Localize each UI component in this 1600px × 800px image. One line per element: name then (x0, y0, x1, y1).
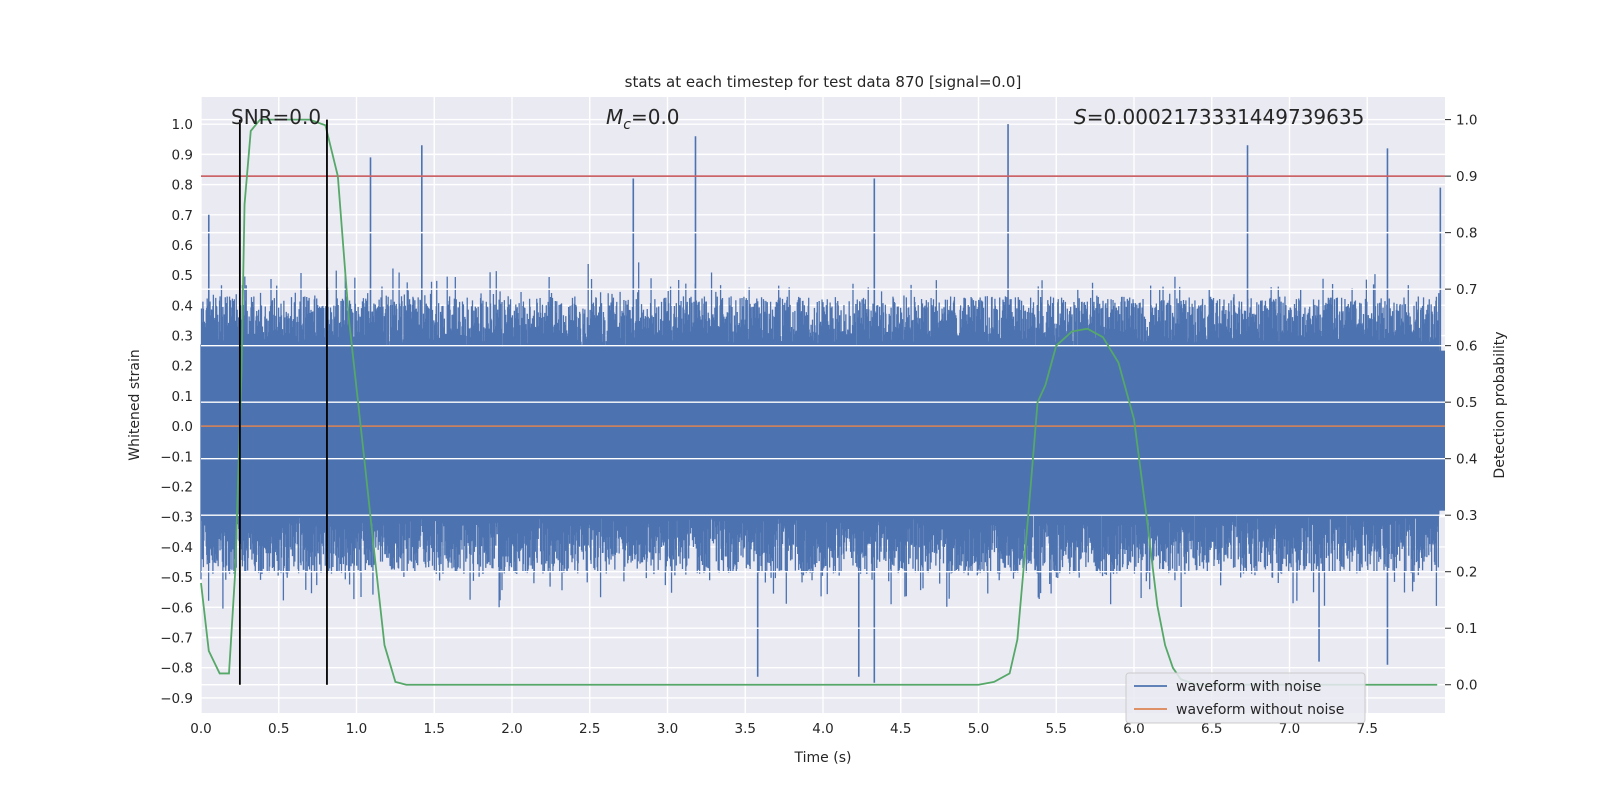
detection-probability-line (200, 118, 1438, 686)
y2-tick-label: 0.8 (1456, 226, 1477, 242)
y-tick-label: 0.1 (172, 389, 193, 405)
x-tick-label: 6.0 (1123, 721, 1144, 737)
chart-title: stats at each timestep for test data 870… (625, 73, 1022, 91)
x-tick-label: 1.0 (346, 721, 367, 737)
y2-tick-label: 0.1 (1456, 621, 1477, 637)
noise-spikes (207, 124, 1442, 683)
x-axis-label: Time (s) (794, 750, 852, 766)
statistic-annotation: S=0.0002173331449739635 (1074, 105, 1364, 129)
legend-label-clean: waveform without noise (1176, 702, 1344, 718)
y-tick-label: −0.1 (160, 449, 193, 465)
marker-lines (238, 119, 328, 685)
y-tick-label: −0.2 (160, 480, 193, 496)
x-tick-label: 6.5 (1201, 721, 1222, 737)
x-tick-label: 4.5 (890, 721, 911, 737)
y-tick-label: 0.8 (172, 178, 193, 194)
y-tick-label: −0.9 (160, 691, 193, 707)
y-tick-label: −0.6 (160, 600, 193, 616)
y-tick-label: 0.5 (172, 268, 193, 284)
y2-tick-label: 0.0 (1456, 678, 1477, 694)
y2-tick-label: 0.3 (1456, 508, 1477, 524)
y2-tick-labels: 1.0 0.9 0.8 0.7 0.6 0.5 0.4 0.3 0.2 0.1 0.0 (1445, 113, 1477, 694)
y2-tick-label: 0.2 (1456, 565, 1477, 581)
x-tick-label: 3.5 (735, 721, 756, 737)
y-tick-label: 0.3 (172, 329, 193, 345)
y2-tick-label: 0.4 (1456, 452, 1477, 468)
x-tick-label: 4.0 (812, 721, 833, 737)
y-tick-label: −0.7 (160, 631, 193, 647)
y2-axis-label: Detection probability (1492, 331, 1508, 478)
noise-series (200, 124, 1445, 683)
x-tick-label: 2.0 (501, 721, 522, 737)
x-tick-label: 5.0 (968, 721, 989, 737)
x-tick-label: 0.0 (190, 721, 211, 737)
noise-band (201, 350, 1445, 511)
y-tick-label: 0.7 (172, 208, 193, 224)
y-tick-label: 0.6 (172, 238, 193, 254)
y-tick-label: 0.4 (172, 298, 193, 314)
y-tick-label: 1.0 (172, 117, 193, 133)
x-tick-label: 5.5 (1046, 721, 1067, 737)
y-tick-label: −0.4 (160, 540, 193, 556)
y2-tick-label: 1.0 (1456, 113, 1477, 129)
y-tick-label: −0.5 (160, 570, 193, 586)
x-tick-label: 0.5 (268, 721, 289, 737)
y2-tick-label: 0.7 (1456, 282, 1477, 298)
x-tick-label: 7.0 (1279, 721, 1300, 737)
y2-tick-label: 0.9 (1456, 169, 1477, 185)
x-tick-label: 3.0 (657, 721, 678, 737)
legend-label-noise: waveform with noise (1176, 679, 1321, 695)
y-tick-label: −0.3 (160, 510, 193, 526)
y-tick-label: −0.8 (160, 661, 193, 677)
legend: waveform with noise waveform without noi… (1125, 672, 1366, 724)
legend-box (1125, 672, 1366, 724)
y2-tick-label: 0.5 (1456, 395, 1477, 411)
y2-tick-label: 0.6 (1456, 339, 1477, 355)
snr-annotation: SNR=0.0 (231, 105, 321, 129)
x-tick-labels: 0.0 0.5 1.0 1.5 2.0 2.5 3.0 3.5 4.0 4.5 5.0 5.5 6.0 6… (190, 721, 1378, 737)
x-tick-label: 2.5 (579, 721, 600, 737)
y-tick-label: 0.2 (172, 359, 193, 375)
x-tick-label: 7.5 (1357, 721, 1378, 737)
x-tick-label: 1.5 (424, 721, 445, 737)
chirp-mass-annotation: Mc=0.0 (606, 105, 680, 133)
y-tick-label: 0.0 (172, 419, 193, 435)
y-tick-label: 0.9 (172, 147, 193, 163)
y-axis-label: Whitened strain (127, 349, 143, 460)
y-tick-labels: 1.0 0.9 0.8 0.7 0.6 0.5 0.4 0.3 0.2 0.1 0.0 −0.1 −0.… (160, 117, 193, 707)
